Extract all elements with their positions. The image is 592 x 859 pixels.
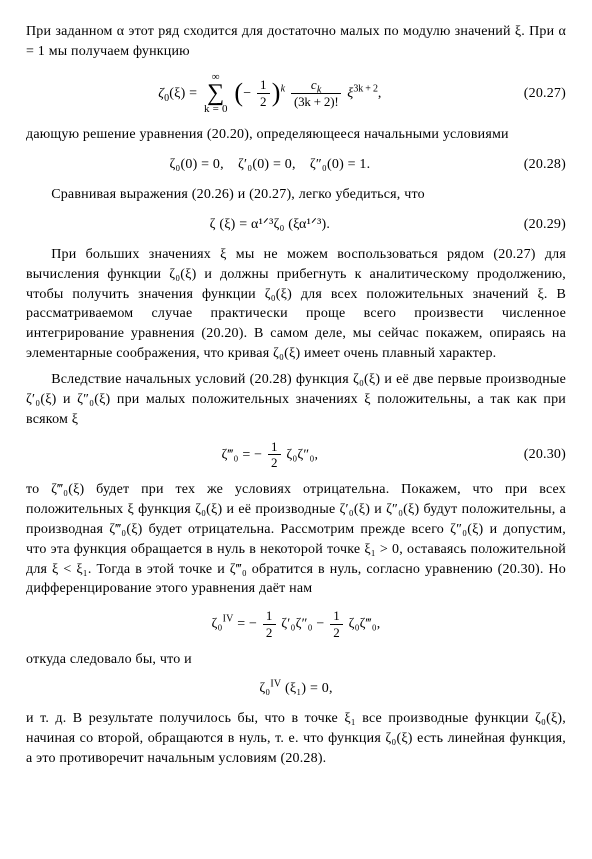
paragraph-6: то ζ‴₀(ξ) будет при тех же условиях отри… [26,480,566,599]
eq30-half: 1 2 [266,440,283,470]
eq-number-29: (20.29) [514,215,566,235]
eqiv-mid2: ζ₀ζ‴₀, [345,617,381,632]
exp-k: k [281,83,286,94]
eqiv2-arg: (ξ₁) = 0, [281,681,332,696]
equation-20-30: ζ‴₀ = − 1 2 ζ₀ζ″₀, (20.30) [26,440,566,470]
eq28-body: ζ₀(0) = 0, ζ′₀(0) = 0, ζ″₀(0) = 1. [26,155,514,175]
eq-number-28: (20.28) [514,155,566,175]
paragraph-3: Сравнивая выражения (20.26) и (20.27), л… [26,185,566,205]
eq30-half-n: 1 [268,440,281,456]
paragraph-1: При заданном α этот ряд сходится для дос… [26,22,566,62]
eqiv-half2: 1 2 [328,609,345,639]
paragraph-5: Вследствие начальных условий (20.28) фун… [26,370,566,430]
eqiv-mid1: ζ′₀ζ″₀ − [278,617,329,632]
ck-fraction: ck (3k + 2)! [289,78,344,108]
paragraph-2: дающую решение уравнения (20.20), опреде… [26,125,566,145]
eq27-lhs-arg: (ξ) = [169,86,197,101]
paragraph-7: откуда следовало бы, что и [26,650,566,670]
eq-number-27: (20.27) [514,84,566,104]
half-fraction: 1 2 [255,78,272,108]
eq30-half-d: 2 [268,455,281,470]
eqiv-sup: IV [223,614,234,625]
equation-20-27: ζ0(ξ) = ∞ ∑ k = 0 (− 1 2 )k ck (3k + 2)!… [26,72,566,116]
eqiv-h1n: 1 [263,609,276,625]
half-num: 1 [257,78,270,94]
half-den: 2 [257,94,270,109]
eqiv-h2n: 1 [330,609,343,625]
eq30-lhs: ζ‴₀ = − [222,447,263,462]
sigma-icon: ∑ [204,83,228,105]
eqiv2-sup: IV [270,679,281,690]
equation-iv: ζ₀IV = − 1 2 ζ′₀ζ″₀ − 1 2 ζ₀ζ‴₀, [26,609,566,639]
ck-d: (3k + 2)! [291,94,342,109]
eq-number-30: (20.30) [514,445,566,465]
lparen: ( [234,80,243,106]
equation-20-28: ζ₀(0) = 0, ζ′₀(0) = 0, ζ″₀(0) = 1. (20.2… [26,155,566,175]
paragraph-4: При больших значениях ξ мы не можем восп… [26,245,566,364]
eq30-rhs: ζ₀ζ″₀, [283,447,319,462]
eqiv2-body: ζ₀ [259,681,270,696]
rparen: ) [272,80,281,106]
summation: ∞ ∑ k = 0 [204,72,228,116]
eqiv-h2d: 2 [330,625,343,640]
eq29-body: ζ (ξ) = α¹ᐟ³ζ₀ (ξα¹ᐟ³). [26,215,514,235]
eqiv-eq: = − [234,617,258,632]
eqiv-half1: 1 2 [261,609,278,639]
xi-exp: 3k + 2 [353,83,377,94]
equation-iv-2: ζ₀IV (ξ₁) = 0, [26,679,566,699]
sum-lower: k = 0 [204,104,228,115]
eqiv-lhs: ζ₀ [212,617,223,632]
eqiv-h1d: 2 [263,625,276,640]
paragraph-8: и т. д. В результате получилось бы, что … [26,709,566,769]
equation-20-29: ζ (ξ) = α¹ᐟ³ζ₀ (ξα¹ᐟ³). (20.29) [26,215,566,235]
